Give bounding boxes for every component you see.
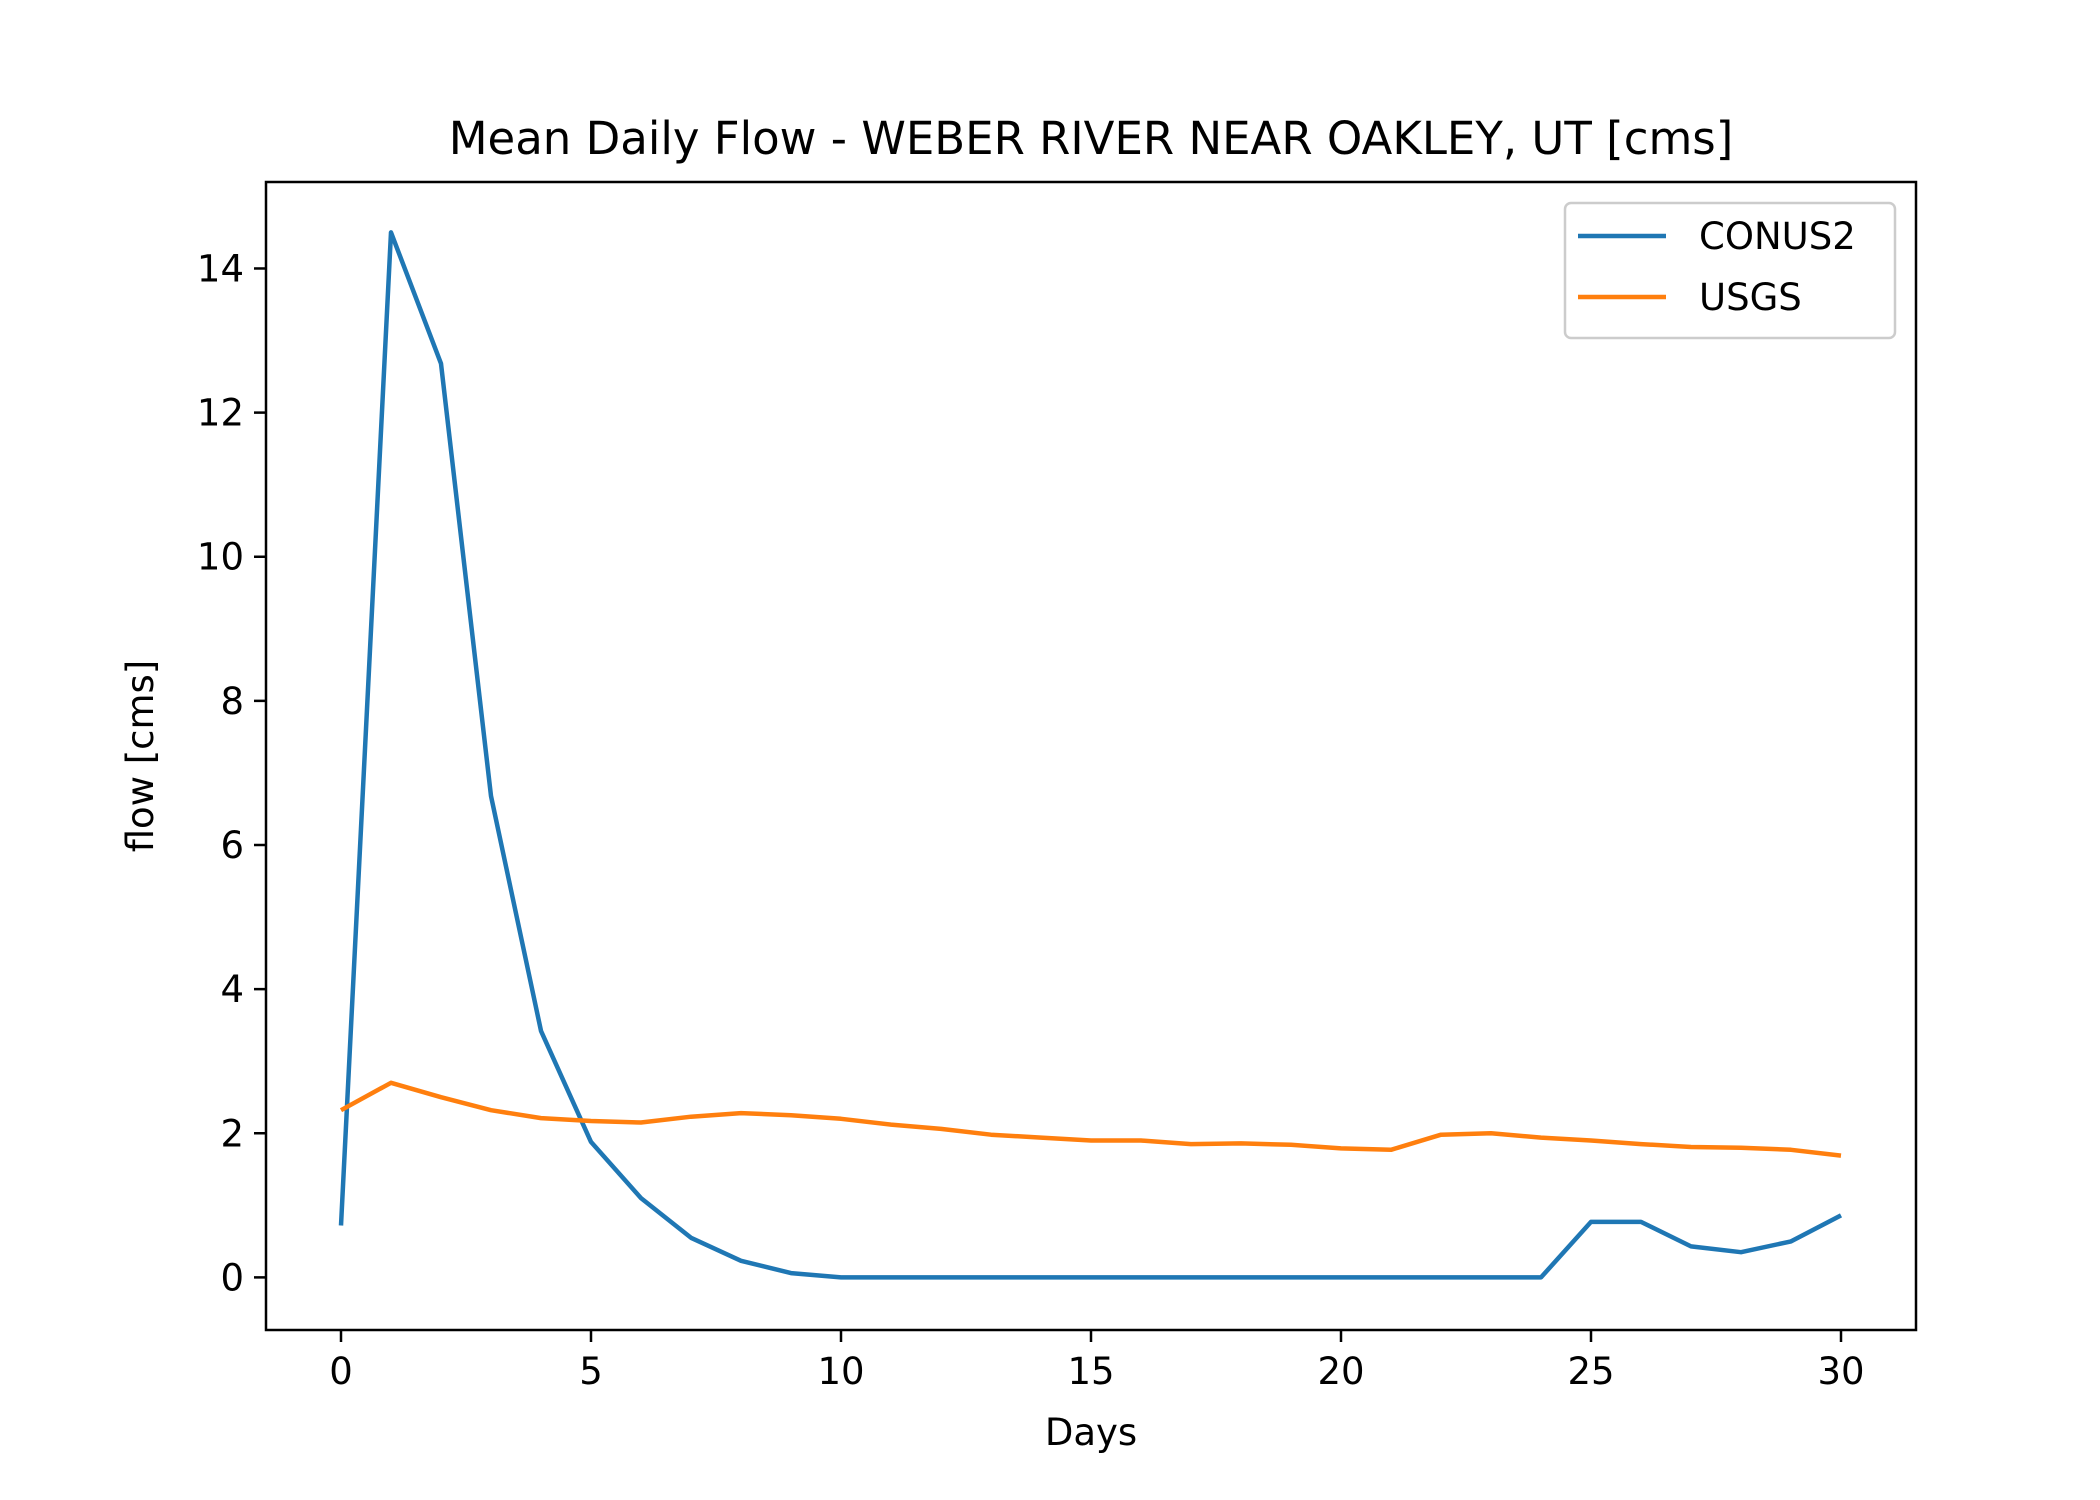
legend-label-usgs: USGS bbox=[1699, 276, 1802, 319]
x-tick-label: 20 bbox=[1317, 1350, 1364, 1393]
y-tick-label: 14 bbox=[197, 247, 244, 290]
y-tick-label: 6 bbox=[220, 824, 244, 867]
y-tick-label: 0 bbox=[220, 1256, 244, 1299]
x-tick-label: 5 bbox=[579, 1350, 603, 1393]
y-axis-label: flow [cms] bbox=[119, 660, 162, 853]
chart-title: Mean Daily Flow - WEBER RIVER NEAR OAKLE… bbox=[449, 112, 1734, 165]
y-tick-label: 8 bbox=[220, 680, 244, 723]
legend-label-conus2: CONUS2 bbox=[1699, 215, 1856, 258]
x-tick-label: 30 bbox=[1817, 1350, 1864, 1393]
x-axis-label: Days bbox=[1045, 1411, 1137, 1454]
series-lines bbox=[338, 230, 1843, 1280]
x-tick-label: 10 bbox=[817, 1350, 864, 1393]
y-tick-label: 12 bbox=[197, 392, 244, 435]
legend: CONUS2 USGS bbox=[1563, 201, 1897, 340]
y-axis-ticks: 0 2 4 6 8 10 12 14 bbox=[197, 247, 266, 1299]
y-tick-label: 2 bbox=[220, 1112, 244, 1155]
x-tick-label: 0 bbox=[329, 1350, 353, 1393]
x-tick-label: 25 bbox=[1567, 1350, 1614, 1393]
series-line-conus2 bbox=[338, 230, 1843, 1280]
x-tick-label: 15 bbox=[1067, 1350, 1114, 1393]
series-line-usgs bbox=[339, 1080, 1842, 1158]
y-tick-label: 10 bbox=[197, 536, 244, 579]
y-tick-label: 4 bbox=[220, 968, 244, 1011]
x-axis-ticks: 0 5 10 15 20 25 30 bbox=[329, 1330, 1865, 1393]
